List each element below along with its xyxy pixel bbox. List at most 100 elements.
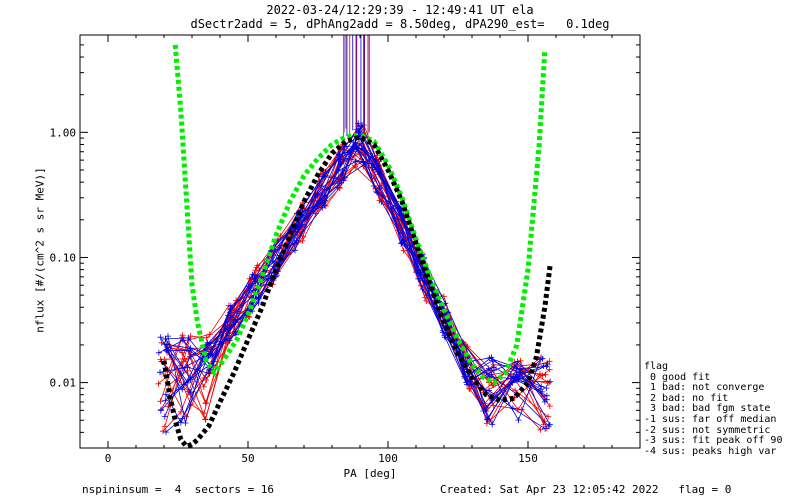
legend-item: -2 sus: not symmetric [644, 424, 771, 436]
legend-item: 1 bad: not converge [644, 382, 765, 394]
data-point [378, 199, 385, 205]
data-point [463, 379, 470, 386]
data-point [461, 375, 468, 382]
data-point [200, 383, 207, 390]
data-point [486, 387, 492, 394]
flux-trace [162, 135, 551, 432]
legend-item: 2 bad: no fit [644, 392, 729, 404]
data-point [337, 154, 344, 161]
flux-trace [165, 141, 551, 425]
data-point [539, 372, 546, 379]
data-point [293, 237, 300, 244]
footer-created: Created: Sat Apr 23 12:05:42 2022 flag =… [440, 483, 732, 496]
outside-mask [641, 0, 800, 500]
data-point [442, 334, 449, 341]
data-point [484, 416, 491, 423]
data-point [543, 363, 550, 370]
data-point [157, 398, 164, 405]
data-point [356, 128, 363, 135]
data-point [163, 429, 169, 436]
data-point [206, 370, 213, 377]
data-point [517, 357, 524, 364]
data-point [254, 262, 261, 269]
legend-item: -4 sus: peaks high var [644, 445, 777, 457]
data-point [484, 404, 491, 411]
data-point [206, 331, 213, 338]
data-point [376, 162, 382, 169]
data-point [157, 407, 164, 414]
data-point [513, 365, 520, 372]
x-axis-label: PA [deg] [343, 467, 397, 480]
y-tick-label: 0.01 [50, 377, 77, 390]
data-point [490, 364, 497, 371]
flux-trace [165, 161, 546, 403]
data-point [543, 392, 550, 399]
data-point [161, 423, 168, 430]
data-point [544, 380, 551, 387]
data-point [233, 308, 240, 315]
y-tick-label: 1.00 [50, 126, 77, 139]
data-point [541, 398, 548, 405]
data-point [319, 173, 326, 180]
flux-trace [164, 143, 545, 427]
data-point [540, 362, 547, 369]
data-point [179, 386, 186, 393]
data-point [162, 391, 169, 398]
flag-legend: flag 0 good fit 1 bad: not converge 2 ba… [644, 361, 782, 457]
data-point [182, 420, 189, 426]
green-fit-curve [172, 44, 548, 386]
data-point [162, 397, 169, 404]
data-point [466, 385, 473, 392]
data-point [352, 143, 359, 150]
data-point [543, 385, 550, 392]
data-point [318, 183, 325, 190]
data-point [251, 275, 258, 282]
data-point [161, 413, 168, 420]
data-point [376, 185, 383, 192]
data-point [488, 354, 495, 361]
footer-info: nspininsum = 4 sectors = 16 [82, 483, 275, 496]
data-point [157, 369, 163, 376]
data-point [398, 240, 405, 247]
data-point [546, 366, 553, 373]
data-point [360, 158, 367, 165]
data-point [203, 377, 210, 383]
data-point [400, 247, 407, 254]
chart-title: 2022-03-24/12:29:39 - 12:49:41 UT ela [266, 3, 534, 17]
flux-trace [167, 128, 546, 407]
data-point [157, 334, 164, 341]
data-point [187, 389, 194, 396]
flux-trace [160, 129, 544, 394]
data-point [512, 387, 519, 394]
data-point [292, 247, 298, 254]
data-point [269, 257, 276, 264]
x-tick-label: 0 [105, 452, 112, 465]
data-point [545, 413, 552, 420]
data-point [338, 179, 345, 186]
legend-item: 0 good fit [644, 371, 711, 383]
x-tick-label: 150 [518, 452, 538, 465]
black-fit-curve [161, 134, 553, 450]
data-point [509, 379, 516, 386]
data-point [512, 361, 519, 368]
data-point [489, 421, 496, 428]
data-point [414, 267, 421, 274]
data-point [542, 371, 549, 378]
data-point [180, 381, 187, 388]
data-point [312, 203, 319, 210]
legend-item: -1 sus: far off median [644, 413, 777, 425]
data-point [187, 353, 194, 360]
legend-item: 3 bad: bad fgm state [644, 403, 771, 415]
flux-trace [164, 156, 543, 417]
data-point [377, 170, 384, 177]
data-point [540, 421, 547, 428]
data-point [539, 355, 546, 362]
data-point [339, 167, 346, 174]
flux-trace [160, 157, 541, 411]
data-point [179, 334, 186, 341]
data-point [542, 425, 549, 432]
data-point [356, 140, 363, 147]
data-point [370, 183, 377, 189]
